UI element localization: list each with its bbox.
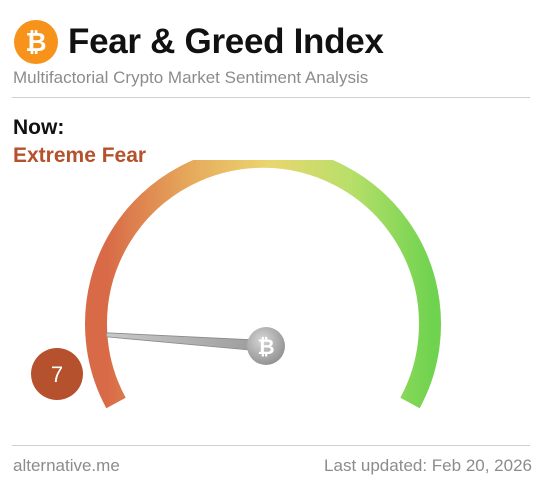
header: ₿ Fear & Greed Index (12, 16, 534, 66)
gauge-arc (85, 160, 441, 409)
fear-greed-gauge: ₿ 7 (31, 160, 441, 409)
page-title: Fear & Greed Index (68, 22, 384, 61)
value-badge-text: 7 (51, 362, 63, 387)
footer-divider (12, 445, 530, 446)
bitcoin-icon: ₿ (257, 335, 274, 359)
gauge-hub: ₿ (247, 327, 285, 365)
bitcoin-icon: ₿ (14, 20, 58, 64)
page-subtitle: Multifactorial Crypto Market Sentiment A… (13, 68, 369, 87)
header-divider (12, 97, 530, 98)
gauge-needle (105, 332, 267, 352)
value-badge: 7 (31, 348, 83, 400)
now-label: Now: (13, 116, 65, 139)
svg-text:₿: ₿ (25, 28, 46, 58)
sentiment-classification: Extreme Fear (13, 144, 147, 167)
source-link[interactable]: alternative.me (13, 456, 120, 475)
last-updated-text: Last updated: Feb 20, 2026 (324, 456, 532, 475)
